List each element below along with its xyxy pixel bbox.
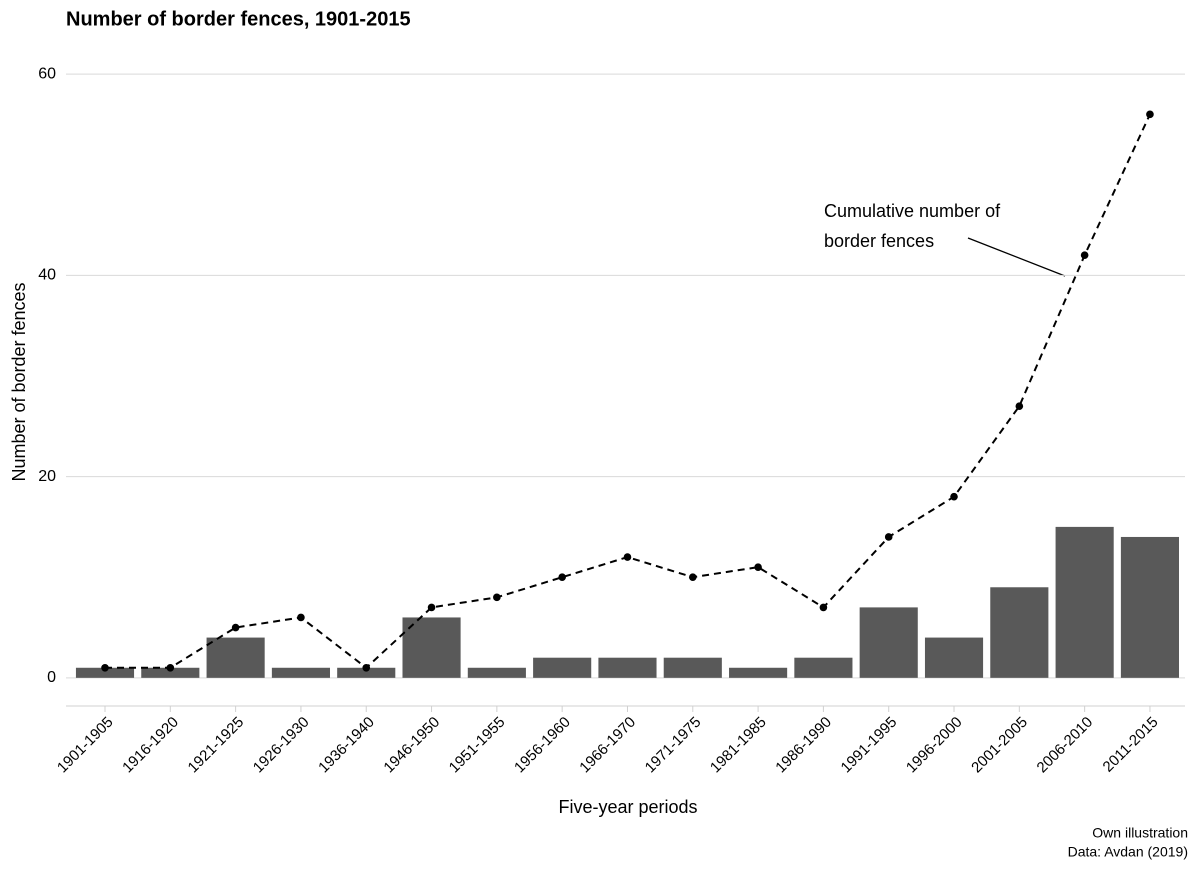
point <box>297 613 305 622</box>
bar <box>1120 536 1180 678</box>
point <box>754 563 762 571</box>
caption: Own illustration <box>1092 825 1188 841</box>
x-tick-label: 1921-1925 <box>185 714 248 777</box>
annotation: border fences <box>824 231 934 251</box>
bar <box>859 607 918 678</box>
x-tick-label: 1946-1950 <box>380 714 443 777</box>
x-tick-label: 1936-1940 <box>315 714 378 777</box>
point <box>884 533 893 541</box>
bar <box>271 667 330 678</box>
x-tick-label: 1926-1930 <box>250 714 313 777</box>
x-tick-label: 2001-2005 <box>968 714 1031 777</box>
annotation-pointer <box>967 237 1066 277</box>
bar <box>729 667 788 678</box>
x-tick-label: 2006-2010 <box>1034 714 1097 777</box>
x-tick-label: 1981-1985 <box>707 714 770 777</box>
y-axis-title: Number of border fences <box>9 282 29 481</box>
point <box>819 603 828 612</box>
caption: Data: Avdan (2019) <box>1068 844 1188 860</box>
bar <box>467 667 526 678</box>
bar <box>794 657 853 678</box>
y-tick-label: 60 <box>38 65 56 82</box>
point <box>1015 402 1024 410</box>
bar <box>663 657 722 678</box>
y-tick-label: 40 <box>38 267 56 284</box>
x-tick-label: 1991-1995 <box>838 714 901 777</box>
point <box>558 573 566 582</box>
point <box>427 603 436 612</box>
x-tick-label: 1996-2000 <box>903 714 966 777</box>
x-tick-label: 1951-1955 <box>446 714 509 777</box>
bar <box>924 637 984 678</box>
point <box>101 663 109 672</box>
annotation: Cumulative number of <box>824 201 1001 221</box>
x-tick-label: 2011-2015 <box>1100 714 1162 776</box>
x-tick-label: 1971-1975 <box>642 714 705 777</box>
point <box>166 663 175 672</box>
point <box>950 492 958 501</box>
line <box>105 113 1151 670</box>
bar <box>402 617 461 678</box>
bar <box>990 587 1049 678</box>
bar <box>1055 526 1114 678</box>
x-tick-label: 1986-1990 <box>772 714 835 777</box>
bar <box>337 667 396 678</box>
y-tick-label: 20 <box>38 468 56 485</box>
point <box>493 593 501 602</box>
bar <box>206 637 265 678</box>
x-tick-label: 1956-1960 <box>511 714 574 777</box>
bar <box>533 657 592 678</box>
point <box>688 573 697 582</box>
point <box>231 623 240 632</box>
y-tick-label: 0 <box>47 669 56 686</box>
point <box>623 553 632 561</box>
x-tick-label: 1916-1920 <box>119 714 182 777</box>
x-tick-label: 1901-1905 <box>54 714 117 777</box>
bar <box>75 667 135 678</box>
point <box>1080 251 1089 260</box>
bar <box>598 657 657 678</box>
chart-title: Number of border fences, 1901-2015 <box>66 8 411 30</box>
point <box>1146 110 1154 119</box>
point <box>362 663 371 672</box>
x-axis-title: Five-year periods <box>558 797 697 817</box>
x-tick-label: 1966-1970 <box>576 714 639 777</box>
bar <box>141 667 200 678</box>
